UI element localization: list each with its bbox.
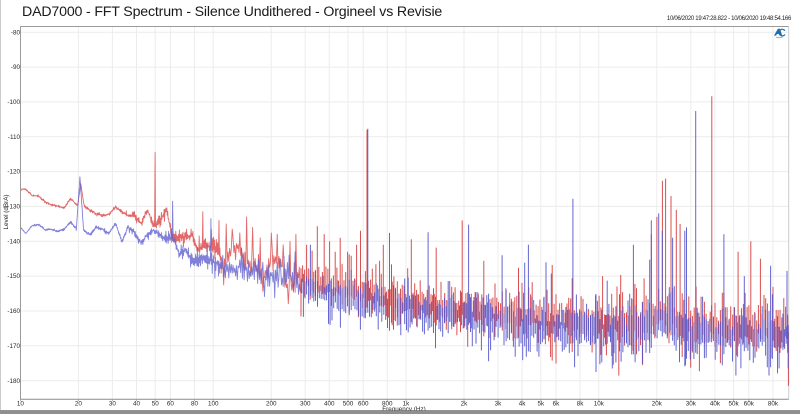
svg-text:80k: 80k [768, 400, 779, 407]
svg-text:500: 500 [343, 400, 354, 407]
svg-text:-140: -140 [7, 238, 20, 245]
svg-text:3k: 3k [495, 400, 503, 407]
svg-text:-130: -130 [7, 204, 20, 211]
svg-text:Level (dBrA): Level (dBrA) [3, 195, 10, 230]
svg-text:-180: -180 [7, 378, 20, 385]
svg-text:100: 100 [208, 400, 219, 407]
svg-text:40k: 40k [710, 400, 721, 407]
svg-text:300: 300 [300, 400, 311, 407]
svg-text:-120: -120 [7, 169, 20, 176]
svg-text:50k: 50k [729, 400, 740, 407]
svg-text:80: 80 [191, 400, 199, 407]
svg-text:10k: 10k [594, 400, 605, 407]
svg-text:6k: 6k [553, 400, 561, 407]
svg-text:-170: -170 [7, 343, 20, 350]
svg-text:10: 10 [17, 400, 25, 407]
svg-text:40: 40 [133, 400, 141, 407]
svg-text:5k: 5k [537, 400, 545, 407]
svg-text:400: 400 [324, 400, 335, 407]
svg-text:1k: 1k [403, 400, 411, 407]
svg-text:200: 200 [266, 400, 277, 407]
svg-text:30k: 30k [686, 400, 697, 407]
svg-text:Frequency (Hz): Frequency (Hz) [382, 406, 425, 413]
svg-text:2k: 2k [461, 400, 469, 407]
svg-text:4k: 4k [519, 400, 527, 407]
svg-text:20k: 20k [652, 400, 663, 407]
svg-text:60: 60 [167, 400, 175, 407]
svg-text:30: 30 [109, 400, 117, 407]
svg-text:20: 20 [75, 400, 83, 407]
svg-text:-100: -100 [7, 99, 20, 106]
svg-text:-90: -90 [11, 64, 21, 71]
svg-text:-110: -110 [8, 134, 21, 141]
svg-text:-80: -80 [11, 29, 21, 36]
svg-text:60k: 60k [744, 400, 755, 407]
svg-text:-150: -150 [7, 273, 20, 280]
svg-text:8k: 8k [577, 400, 585, 407]
svg-text:50: 50 [152, 400, 160, 407]
svg-text:-160: -160 [7, 308, 20, 315]
svg-text:800: 800 [382, 400, 393, 407]
svg-text:600: 600 [358, 400, 369, 407]
